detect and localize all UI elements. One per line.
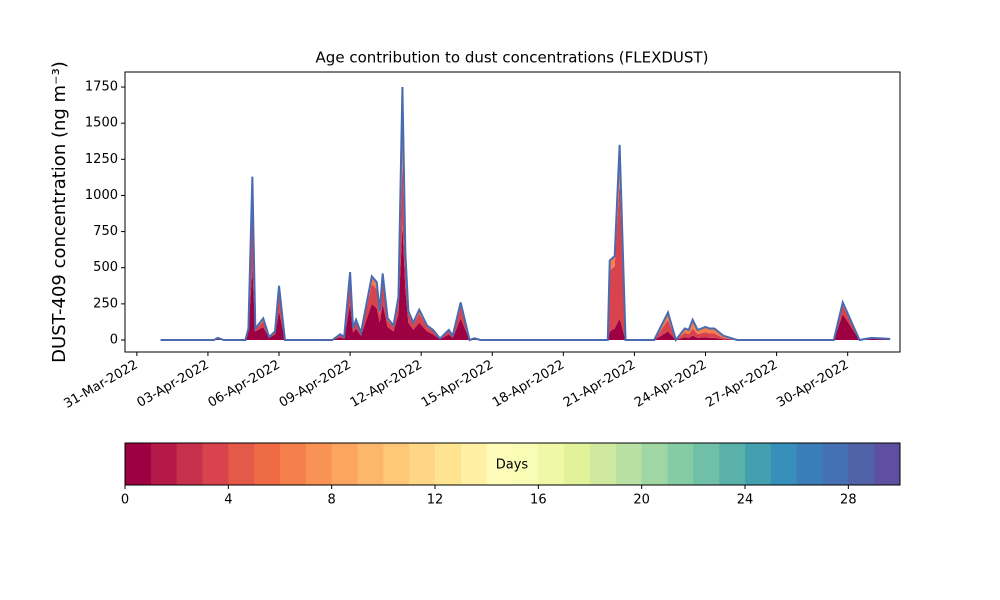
y-tick-label: 1750 xyxy=(85,80,118,95)
y-tick-label: 0 xyxy=(110,333,118,348)
area xyxy=(160,87,891,341)
x-tick-label: 21-Apr-2022 xyxy=(561,358,638,411)
color-swatch xyxy=(305,443,333,485)
x-tick-label: 20 xyxy=(633,493,650,508)
color-swatch xyxy=(745,443,772,485)
color-swatch xyxy=(486,443,513,485)
color-swatch xyxy=(641,443,668,485)
color-swatch xyxy=(770,443,798,485)
colorbar: 0 4 8 12 16 20 24 28 xyxy=(121,442,901,508)
plot-frame xyxy=(124,71,901,353)
x-tick-label: 31-Mar-2022 xyxy=(61,358,140,412)
color-swatch xyxy=(435,443,462,485)
colorbar-label: Days xyxy=(496,458,529,473)
x-tick-label: 16 xyxy=(530,493,547,508)
y-tick-label: 250 xyxy=(93,296,118,311)
x-tick-label: 06-Apr-2022 xyxy=(206,358,283,411)
color-swatch xyxy=(280,443,307,485)
x-tick-label: 12 xyxy=(427,493,444,508)
area xyxy=(160,159,891,341)
color-swatch xyxy=(228,443,255,485)
x-tick-label: 24-Apr-2022 xyxy=(632,358,709,411)
color-swatch xyxy=(719,443,746,485)
x-tick-label: 18-Apr-2022 xyxy=(490,358,567,411)
x-tick-label: 4 xyxy=(224,493,232,508)
color-swatch xyxy=(615,443,643,485)
color-swatch xyxy=(590,443,617,485)
x-tick-label: 24 xyxy=(737,493,754,508)
color-swatch xyxy=(796,443,823,485)
color-swatch xyxy=(150,443,178,485)
color-swatch xyxy=(848,443,875,485)
color-swatch xyxy=(331,443,358,485)
color-swatch xyxy=(202,443,229,485)
color-swatch xyxy=(874,443,901,485)
color-swatch xyxy=(564,443,591,485)
color-swatch xyxy=(254,443,281,485)
x-tick-label: 28 xyxy=(840,493,857,508)
color-swatch xyxy=(357,443,384,485)
chart-title: Age contribution to dust concentrations … xyxy=(316,49,709,67)
x-tick-label: 0 xyxy=(121,493,129,508)
x-tick-label: 8 xyxy=(328,493,336,508)
y-tick-label: 500 xyxy=(93,260,118,275)
plot: 0 250 500 750 1000 1250 1500 1750 31-Mar-202203-… xyxy=(61,71,901,412)
x-tick-label: 15-Apr-2022 xyxy=(419,358,496,411)
color-swatch xyxy=(409,443,436,485)
color-swatch xyxy=(176,443,203,485)
y-tick-label: 1000 xyxy=(85,188,118,203)
x-tick-label: 12-Apr-2022 xyxy=(348,358,425,411)
color-swatch xyxy=(693,443,720,485)
x-tick-label: 09-Apr-2022 xyxy=(277,358,354,411)
color-swatch xyxy=(460,443,488,485)
x-tick-label: 30-Apr-2022 xyxy=(774,358,851,411)
y-tick-label: 1500 xyxy=(85,116,118,131)
color-swatch xyxy=(512,443,539,485)
x-tick-label: 03-Apr-2022 xyxy=(135,358,212,411)
area xyxy=(160,224,891,341)
y-tick-label: 1250 xyxy=(85,152,118,167)
color-swatch xyxy=(667,443,694,485)
colorbar-frame xyxy=(124,442,901,486)
x-tick-label: 27-Apr-2022 xyxy=(703,358,780,411)
y-tick-label: 750 xyxy=(93,224,118,239)
color-swatch xyxy=(822,443,849,485)
color-swatch xyxy=(125,443,152,485)
color-swatch xyxy=(383,443,410,485)
y-axis-label: DUST-409 concentration (ng m⁻³) xyxy=(49,61,70,363)
color-swatch xyxy=(538,443,565,485)
outline xyxy=(160,87,891,343)
